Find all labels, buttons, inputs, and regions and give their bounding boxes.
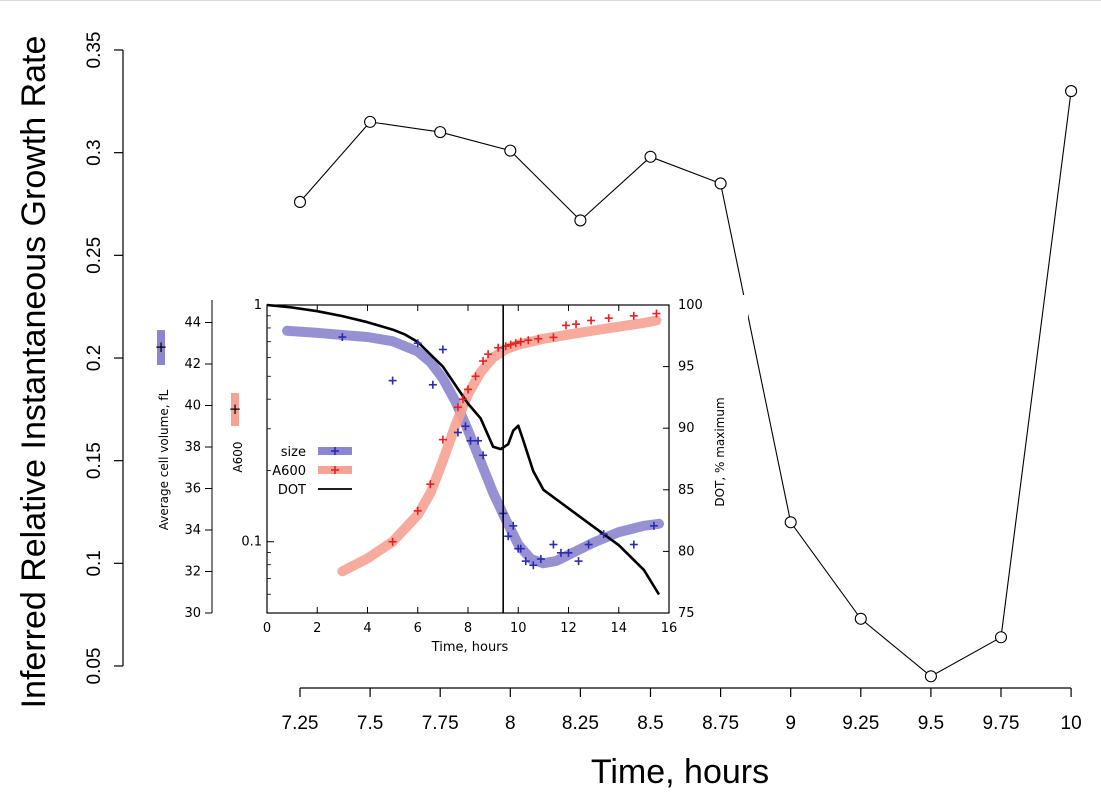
main-data-point [714, 177, 727, 190]
main-data-point [784, 516, 797, 529]
inset-legend: size A600 DOT [272, 445, 352, 498]
main-y-tick-label: 0.25 [84, 237, 105, 274]
inset-dot-tick-label: 100 [678, 298, 703, 313]
inset-volume-tick-label: 32 [184, 565, 201, 580]
inset-x-tick-label: 14 [610, 621, 627, 636]
main-x-tick-label: 9 [785, 713, 796, 734]
size-fit-curve [282, 325, 664, 569]
inset-background [158, 295, 748, 665]
inset-volume-axis-label: Average cell volume, fL [157, 389, 171, 530]
inset-dot-tick-label: 90 [678, 421, 695, 436]
main-data-point [574, 214, 587, 227]
main-data-point [504, 144, 517, 157]
inset-dot-tick-label: 80 [678, 544, 695, 559]
main-data-point [434, 126, 447, 139]
dot-trace [266, 303, 661, 596]
main-x-tick-label: 9.75 [983, 713, 1020, 734]
inset-data-points [338, 309, 661, 570]
a600-fit-curve [337, 315, 662, 577]
main-series-line [299, 91, 1072, 677]
main-y-tick-label: 0.15 [84, 442, 105, 479]
main-x-tick-label: 7.75 [422, 713, 459, 734]
inset-x-tick-label: 4 [363, 621, 371, 636]
inset-volume-tick-label: 42 [184, 357, 201, 372]
inset-volume-tick-label: 30 [184, 606, 201, 621]
legend-label-dot: DOT [278, 483, 306, 498]
main-x-tick-label: 8.25 [562, 713, 599, 734]
inset-x-tick-label: 12 [560, 621, 577, 636]
main-data-point [644, 150, 657, 163]
main-x-axis-label: Time, hours [591, 753, 769, 791]
inset-axes: 0 2 4 6 8 10 12 14 16 0.1 1 75 80 85 90 95 100 30 32 34 36 38… [155, 298, 703, 636]
inset-volume-tick-label: 44 [184, 316, 201, 331]
main-x-tick-label: 9.5 [918, 713, 944, 734]
inset-volume-tick-label: 38 [184, 440, 201, 455]
main-y-tick-label: 0.3 [84, 139, 105, 165]
inset-dot-tick-label: 95 [678, 360, 695, 375]
main-data-point [364, 115, 377, 128]
main-data-point [293, 195, 307, 208]
main-y-tick-label: 0.05 [84, 648, 105, 685]
inset-volume-tick-label: 40 [184, 399, 201, 414]
inset-x-tick-label: 2 [313, 621, 321, 636]
inset-dot-axis-label: DOT, % maximum [713, 397, 727, 506]
main-data-point [1065, 85, 1078, 98]
main-series [293, 85, 1078, 683]
main-axes: 7.25 7.5 7.75 8 8.25 8.5 8.75 9 9.25 9.5 9.75 100.0… [84, 32, 1082, 734]
inset-x-tick-label: 16 [661, 621, 678, 636]
top-border [0, 0, 1101, 1]
main-y-axis-label: Inferred Relative Instantaneous Growth R… [15, 36, 53, 709]
legend-label-size: size [281, 445, 306, 460]
inset-dot-series [266, 303, 661, 596]
main-x-tick-label: 8 [505, 713, 516, 734]
main-data-point [854, 612, 867, 625]
inset-dot-tick-label: 75 [678, 606, 695, 621]
main-x-tick-label: 8.75 [702, 713, 739, 734]
inset-x-tick-label: 6 [414, 621, 422, 636]
main-x-tick-label: 8.5 [637, 713, 663, 734]
inset-volume-tick-label: 36 [184, 482, 201, 497]
inset-a600-axis-label: A600 [231, 441, 245, 472]
legend-label-a600: A600 [272, 464, 306, 479]
inset-dot-tick-label: 85 [678, 483, 695, 498]
inset-chart: 0 2 4 6 8 10 12 14 16 0.1 1 75 80 85 90 95 100 30 32 34 36 38… [155, 295, 748, 665]
inset-fit-curves [282, 315, 664, 577]
main-y-tick-label: 0.2 [84, 345, 105, 371]
main-x-tick-label: 7.25 [282, 713, 319, 734]
main-x-tick-label: 9.25 [842, 713, 879, 734]
inset-volume-axis-key-marker: + [155, 338, 168, 356]
main-y-tick-label: 0.35 [84, 32, 105, 69]
inset-a600-tick-label: 0.1 [241, 535, 262, 550]
inset-x-tick-label: 0 [263, 621, 271, 636]
inset-a600-axis-key-marker: + [229, 400, 242, 418]
inset-volume-tick-label: 34 [184, 523, 201, 538]
inset-x-axis-label: Time, hours [431, 640, 509, 655]
inset-x-tick-label: 10 [510, 621, 527, 636]
main-data-point [994, 631, 1008, 644]
inset-x-tick-label: 8 [464, 621, 472, 636]
main-data-point [924, 670, 937, 683]
inset-a600-tick-label: 1 [254, 298, 262, 313]
main-x-tick-label: 10 [1061, 713, 1082, 734]
main-x-tick-label: 7.5 [357, 713, 383, 734]
main-y-tick-label: 0.1 [84, 550, 105, 576]
